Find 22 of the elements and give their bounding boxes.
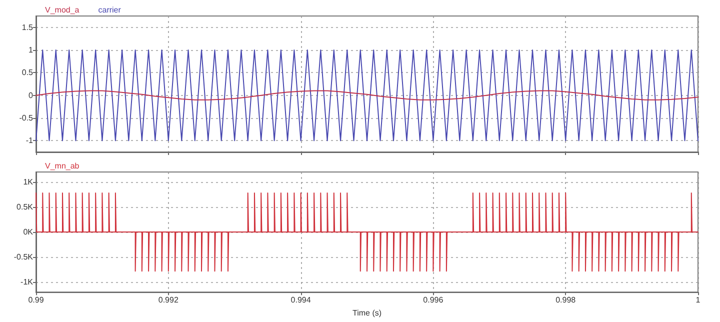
x-tick-label: 0.99 [28, 296, 44, 305]
y-tick-label: 0.5K [16, 202, 34, 212]
text: V_mn_ab [45, 162, 80, 170]
x-tick-label: 0.992 [158, 296, 179, 305]
y-tick-label: -1 [26, 136, 34, 146]
y-tick-label: 1 [28, 46, 34, 54]
text: carrier [98, 6, 122, 14]
y-tick-label: 0.5 [22, 68, 34, 78]
x-tick-label: 1 [696, 296, 701, 305]
y-tick-label: 0K [23, 228, 34, 237]
y-tick-label: -0.5 [19, 114, 34, 122]
line-series [36, 90, 698, 100]
text: V_mod_a [45, 6, 80, 14]
x-axis-title: Time (s) [352, 308, 382, 318]
x-tick-label: 0.998 [556, 296, 576, 305]
y-tick-label: 1K [23, 178, 34, 187]
x-tick-label: 0.994 [290, 296, 312, 305]
y-tick-label: 1.5 [22, 22, 34, 32]
x-tick-label: 0.996 [423, 296, 444, 305]
y-tick-label: -0.5K [14, 252, 34, 262]
y-tick-label: -1K [20, 278, 34, 287]
y-tick-label: 0 [28, 90, 34, 100]
